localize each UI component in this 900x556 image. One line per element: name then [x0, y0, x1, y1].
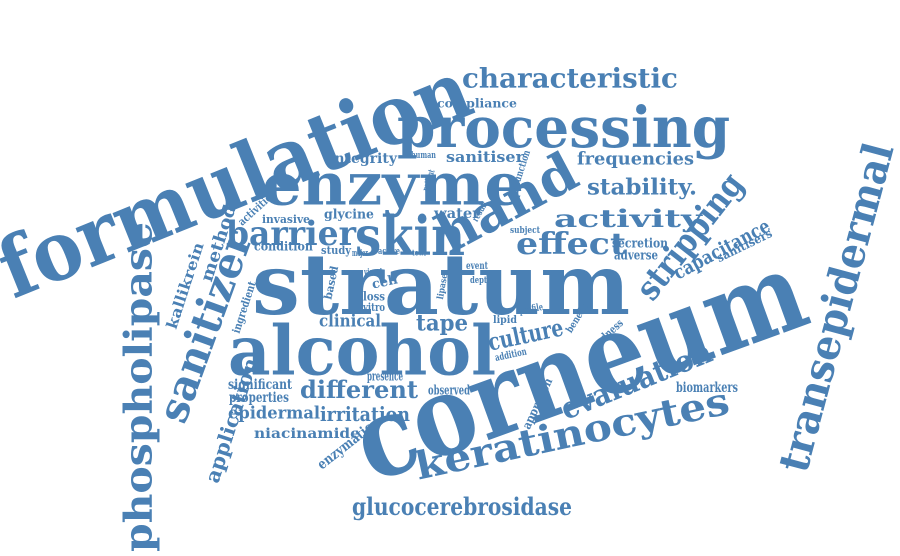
word-tewl: tewl — [412, 247, 427, 258]
word-different: different — [300, 374, 419, 404]
word-invasive: invasive — [262, 213, 310, 227]
word-study: study — [321, 244, 351, 258]
word-subject: subject — [510, 225, 540, 236]
word-vitro: vitro — [363, 301, 386, 315]
word-epidermal: epidermal — [228, 403, 321, 424]
word-activity: activity — [554, 203, 702, 233]
word-phospholipase: phospholipase — [115, 221, 161, 553]
word-properties: properties — [229, 389, 289, 406]
word-glucocerebrosidase: glucocerebrosidase — [352, 491, 572, 521]
word-skin: skin — [355, 203, 465, 268]
word-characteristic: characteristic — [462, 63, 678, 95]
word-active: active — [378, 246, 400, 257]
word-irritation: irritation — [320, 402, 410, 426]
word-loss: loss — [363, 289, 386, 304]
word-condition: condition — [254, 239, 313, 254]
word-compliance: compliance — [437, 96, 517, 111]
word-stratum: stratum — [252, 234, 631, 334]
word-enzyme: enzyme — [262, 150, 525, 219]
word-visual: visual — [364, 267, 383, 278]
word-biomarkers: biomarkers — [676, 379, 738, 396]
word-depth: depth — [470, 275, 492, 286]
word-human: human — [411, 150, 436, 161]
word-significant: significant — [228, 376, 293, 393]
word-barrier: barrier — [226, 213, 356, 254]
word-lipid: lipid — [493, 315, 517, 326]
word-integrity: integrity — [329, 150, 397, 167]
word-processing: processing — [397, 95, 731, 162]
word-adverse: adverse — [614, 248, 659, 264]
word-stability: stability. — [587, 174, 697, 201]
word-presence: presence — [367, 369, 403, 385]
word-sanitiser: sanitiser — [446, 148, 524, 166]
word-water: water — [434, 205, 480, 222]
word-tape: tape — [416, 310, 469, 337]
word-frequencies: frequencies — [577, 148, 694, 170]
word-secretion: secretion — [612, 236, 668, 252]
word-effect: effect — [516, 227, 627, 262]
word-glycine: glycine — [324, 207, 374, 223]
word-major: major — [352, 248, 369, 259]
word-clinical: clinical — [319, 311, 382, 332]
word-alcohol: alcohol — [228, 311, 497, 392]
word-niacinamide: niacinamide — [254, 425, 360, 442]
word-event: event — [466, 261, 489, 272]
word-observed: observed — [428, 383, 471, 399]
